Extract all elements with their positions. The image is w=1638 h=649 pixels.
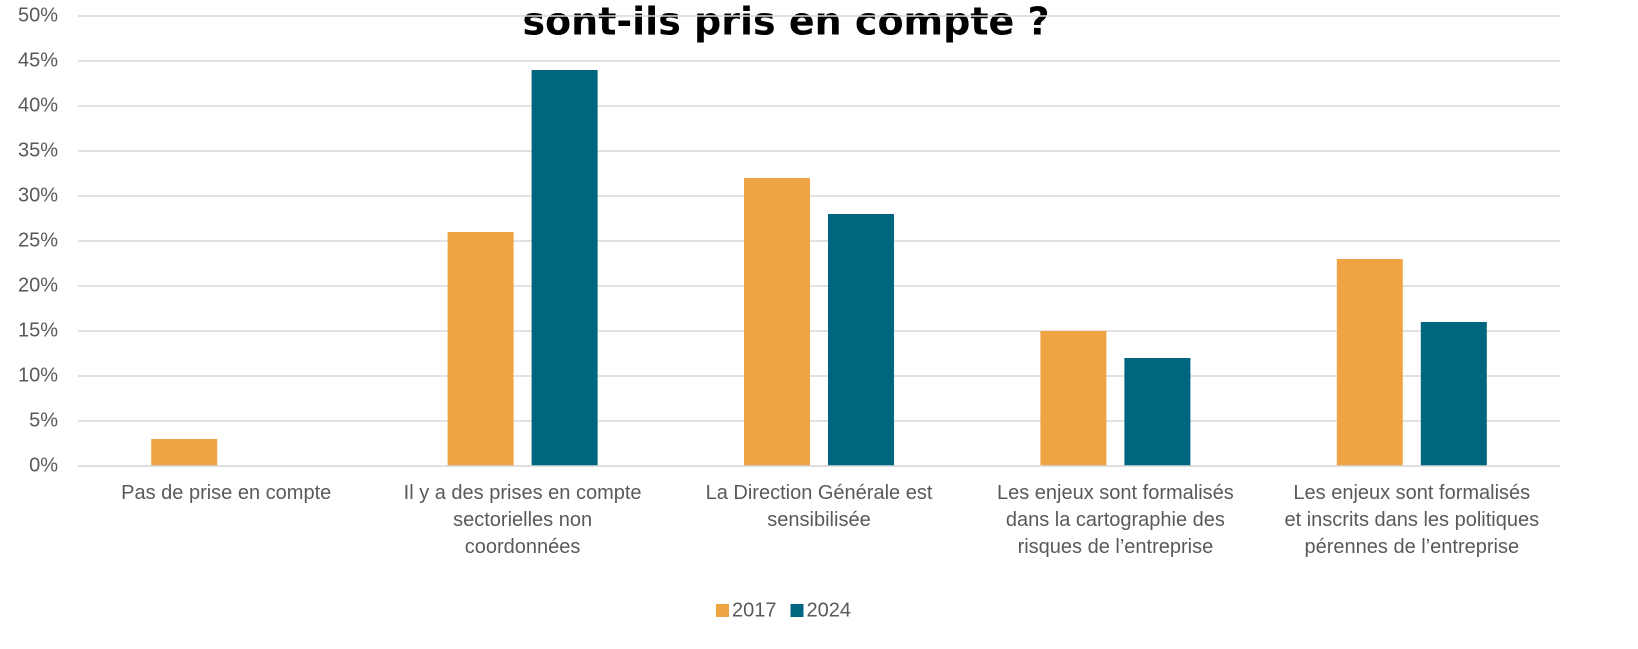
bar [151,439,218,466]
y-tick-label: 50% [18,4,58,26]
bar [1420,322,1487,466]
bar [1124,358,1191,466]
y-tick-label: 20% [18,274,58,296]
legend-swatch [790,604,804,617]
bar [828,214,894,466]
x-tick-label: Les enjeux sont formalisés et inscrits da… [1285,482,1540,558]
y-tick-label: 5% [29,409,58,431]
x-tick-label: La Direction Générale est sensibilisée [706,482,933,531]
y-tick-label: 25% [18,229,58,251]
chart-title: sont-ils pris en compte ? [522,0,1049,44]
y-tick-label: 45% [18,49,58,71]
x-tick-label: Il y a des prises en compte sectorielles … [404,482,642,558]
legend-label: 2024 [807,599,852,621]
bar [1336,259,1403,466]
bar [1040,331,1107,466]
y-tick-label: 30% [18,184,58,206]
y-tick-label: 10% [18,364,58,386]
legend-swatch [716,604,729,617]
y-tick-label: 35% [18,139,58,161]
y-tick-label: 0% [29,454,58,476]
x-tick-label: Les enjeux sont formalisés dans la cartog… [997,482,1234,558]
bar [447,232,514,466]
y-tick-label: 15% [18,319,58,341]
y-tick-label: 40% [18,94,58,116]
bar [744,178,810,466]
x-tick-label: Pas de prise en compte [121,482,331,504]
legend-label: 2017 [732,599,777,621]
bar [531,70,598,466]
